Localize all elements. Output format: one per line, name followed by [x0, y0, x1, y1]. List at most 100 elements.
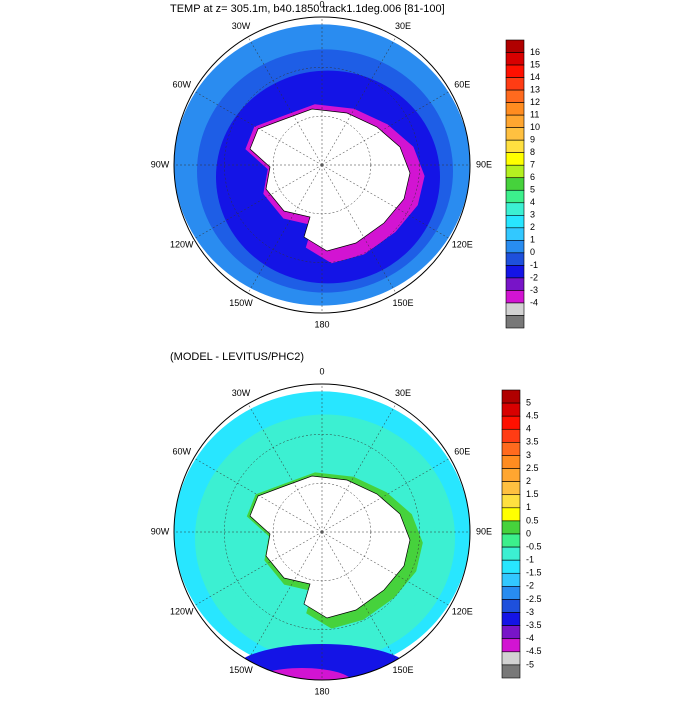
colorbar-label: 0: [530, 247, 535, 257]
colorbar-box: [505, 202, 525, 216]
colorbar-label: 8: [530, 147, 535, 157]
colorbar-box: [505, 290, 525, 304]
colorbar-label: -4: [526, 633, 534, 643]
colorbar-box: [505, 152, 525, 166]
colorbar-label: 14: [530, 72, 540, 82]
colorbar-box: [501, 664, 521, 679]
lon-line: [321, 164, 451, 240]
colorbar-label: 3: [526, 450, 531, 460]
lon-line: [193, 457, 323, 533]
colorbar-box: [505, 39, 525, 53]
colorbar-label: -1.5: [526, 568, 542, 578]
lon-label: 150W: [229, 665, 253, 675]
colorbar-box: [505, 64, 525, 78]
colorbar-box: [505, 315, 525, 329]
lon-line: [247, 531, 323, 661]
lon-line: [321, 90, 451, 166]
colorbar-box: [505, 89, 525, 103]
colorbar-label: 1.5: [526, 489, 539, 499]
colorbar-label: -5: [526, 659, 534, 669]
colorbar-label: 15: [530, 59, 540, 69]
colorbar-box: [505, 215, 525, 229]
colorbar-box: [505, 265, 525, 279]
lon-line: [193, 90, 323, 166]
colorbar-box: [505, 127, 525, 141]
lon-label: 30W: [232, 21, 251, 31]
lon-label: 150E: [392, 298, 413, 308]
colorbar-label: 1: [530, 235, 535, 245]
lon-line: [321, 457, 451, 533]
colorbar-box: [501, 533, 521, 548]
colorbar-label: -3: [530, 285, 538, 295]
polar-map: [173, 16, 471, 314]
lon-line: [321, 36, 397, 166]
colorbar-box: [505, 52, 525, 66]
colorbar-box: [501, 651, 521, 666]
continent: [249, 108, 411, 252]
colorbar-box: [501, 638, 521, 653]
lon-label: 30W: [232, 388, 251, 398]
colorbar-label: 10: [530, 122, 540, 132]
colorbar-box: [501, 625, 521, 640]
colorbar-box: [501, 415, 521, 430]
colorbar-box: [501, 612, 521, 626]
lon-line: [247, 36, 323, 166]
colorbar-label: -2.5: [526, 594, 542, 604]
colorbar-box: [501, 599, 521, 613]
colorbar-box: [505, 139, 525, 153]
lon-label: 180: [314, 686, 329, 696]
lon-label: 120W: [170, 239, 194, 249]
colorbar-label: 16: [530, 47, 540, 57]
lon-line: [193, 164, 323, 240]
continent: [249, 475, 411, 619]
colorbar-box: [501, 572, 521, 587]
colorbar-box: [505, 189, 525, 204]
lon-label: 60W: [172, 446, 191, 456]
colorbar-box: [501, 428, 521, 443]
polar-map: [173, 383, 471, 681]
colorbar-box: [505, 227, 525, 241]
lon-label: 30E: [395, 21, 411, 31]
colorbar-box: [501, 389, 521, 404]
lon-label: 90E: [476, 159, 492, 169]
colorbar-label: -4.5: [526, 646, 542, 656]
lon-line: [193, 531, 323, 607]
lon-label: 120W: [170, 606, 194, 616]
colorbar-label: 3.5: [526, 437, 539, 447]
colorbar-label: 2.5: [526, 463, 539, 473]
colorbar-box: [505, 240, 525, 254]
lon-line: [321, 164, 397, 294]
colorbar-box: [501, 402, 521, 417]
colorbar-box: [505, 302, 525, 316]
colorbar-box: [501, 507, 521, 522]
field-band: [252, 668, 352, 680]
lon-label: 120E: [452, 239, 473, 249]
colorbar-box: [505, 252, 525, 266]
lon-line: [321, 403, 397, 533]
colorbar-label: 2: [526, 476, 531, 486]
lon-label: 60E: [454, 446, 470, 456]
lon-line: [247, 164, 323, 294]
colorbar-label: 5: [526, 397, 531, 407]
colorbar-label: 3: [530, 210, 535, 220]
colorbar-box: [505, 277, 525, 291]
map-border: [173, 16, 471, 314]
colorbar-box: [501, 442, 521, 456]
lon-label: 0: [319, 366, 324, 376]
colorbar-label: 0: [526, 528, 531, 538]
colorbar-label: 0.5: [526, 515, 539, 525]
colorbar-label: -3: [526, 607, 534, 617]
colorbar-label: 6: [530, 172, 535, 182]
lon-label: 60W: [172, 79, 191, 89]
colorbar-label: 5: [530, 185, 535, 195]
lon-label: 150W: [229, 298, 253, 308]
colorbar-label: 4.5: [526, 411, 539, 421]
colorbar-box: [505, 102, 525, 116]
colorbar-box: [501, 546, 521, 561]
colorbar-label: -1: [530, 260, 538, 270]
lon-label: 90W: [151, 526, 170, 536]
lon-label: 60E: [454, 79, 470, 89]
map-field: [174, 384, 470, 680]
panel-title: (MODEL - LEVITUS/PHC2): [170, 351, 304, 363]
lon-line: [321, 531, 451, 607]
